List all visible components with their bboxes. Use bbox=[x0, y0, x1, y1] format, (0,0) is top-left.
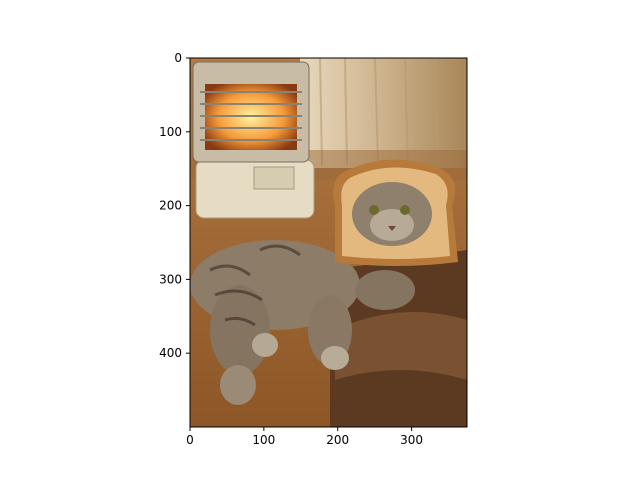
x-tick-label: 100 bbox=[252, 433, 275, 447]
x-tick-label: 200 bbox=[326, 433, 349, 447]
y-tick-label: 300 bbox=[159, 272, 182, 286]
x-tick-label: 300 bbox=[400, 433, 423, 447]
axes-frame bbox=[189, 57, 468, 428]
y-tick-label: 0 bbox=[174, 51, 182, 65]
y-tick-label: 400 bbox=[159, 346, 182, 360]
y-tick-label: 100 bbox=[159, 125, 182, 139]
y-tick-label: 200 bbox=[159, 199, 182, 213]
photo bbox=[190, 58, 467, 427]
x-tick-label: 0 bbox=[186, 433, 194, 447]
